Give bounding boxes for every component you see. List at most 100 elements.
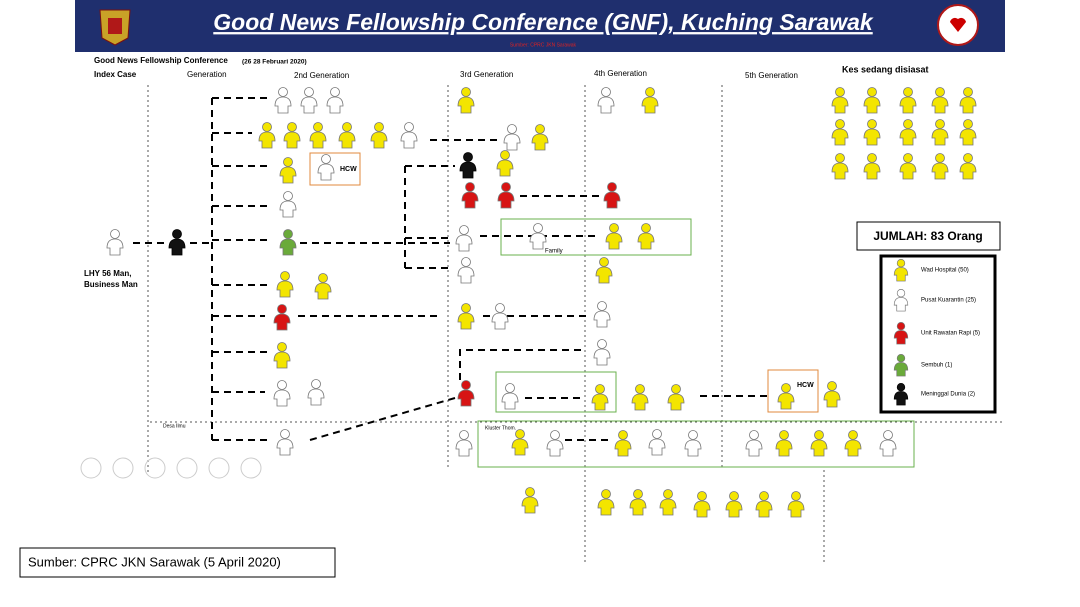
person-icon [529, 223, 547, 250]
hcw-box [309, 152, 361, 186]
person-icon [648, 429, 666, 456]
person-head [601, 489, 611, 499]
person-icon [455, 225, 473, 252]
person-icon [276, 271, 294, 298]
person-icon [893, 289, 909, 312]
person-icon [755, 491, 773, 518]
person-head [641, 223, 651, 233]
person-head [459, 225, 469, 235]
person-head [110, 229, 120, 239]
person-icon [810, 430, 828, 457]
person-body [893, 267, 909, 282]
person-head [277, 304, 287, 314]
person-icon [511, 429, 529, 456]
person-icon [314, 273, 332, 300]
person-body [531, 133, 549, 151]
cluster-box [477, 420, 915, 468]
person-head [461, 257, 471, 267]
person-head [599, 257, 609, 267]
person-icon [106, 229, 124, 256]
person-body [457, 312, 475, 330]
hcw-label: HCW [797, 382, 814, 389]
person-icon [893, 322, 909, 345]
person-head [835, 119, 845, 129]
person-icon [501, 383, 519, 410]
person-head [501, 182, 511, 192]
person-head [883, 430, 893, 440]
person-head [597, 301, 607, 311]
person-icon [503, 124, 521, 151]
person-body [959, 128, 977, 146]
person-head [935, 87, 945, 97]
person-head [835, 153, 845, 163]
person-body [745, 439, 763, 457]
person-icon [283, 122, 301, 149]
person-head [515, 429, 525, 439]
header-band [75, 0, 1005, 52]
person-head [671, 384, 681, 394]
person-icon [629, 489, 647, 516]
person-head [463, 152, 473, 162]
person-head [595, 384, 605, 394]
person-body [591, 393, 609, 411]
person-head [896, 383, 906, 392]
person-icon [893, 354, 909, 377]
person-head [963, 153, 973, 163]
column-label: Index Case [94, 70, 137, 79]
legend-label: Wad Hospital (50) [921, 268, 969, 274]
person-icon [931, 153, 949, 180]
person-icon [457, 380, 475, 407]
legend-label: Pusat Kuarantin (25) [921, 298, 976, 304]
person-body [314, 282, 332, 300]
person-icon [641, 87, 659, 114]
person-body [893, 391, 909, 406]
person-icon [693, 491, 711, 518]
person-icon [338, 122, 356, 149]
person-body [641, 96, 659, 114]
person-head [597, 339, 607, 349]
person-body [300, 96, 318, 114]
person-icon [603, 182, 621, 209]
person-head [749, 430, 759, 440]
person-head [867, 153, 877, 163]
person-head [963, 119, 973, 129]
person-body [605, 232, 623, 250]
column-label: Generation [187, 70, 227, 79]
person-head [896, 354, 906, 363]
person-icon [899, 87, 917, 114]
person-body [496, 159, 514, 177]
person-body [457, 266, 475, 284]
person-body [893, 362, 909, 377]
person-head [283, 157, 293, 167]
person-head [459, 430, 469, 440]
dotted-dividers [147, 85, 1005, 565]
person-head [500, 150, 510, 160]
person-body [823, 390, 841, 408]
person-icon [273, 342, 291, 369]
person-head [172, 229, 182, 239]
person-body [693, 500, 711, 518]
person-icon [274, 87, 292, 114]
person-body [899, 128, 917, 146]
person-body [274, 96, 292, 114]
person-head [903, 153, 913, 163]
person-head [342, 122, 352, 132]
person-body [283, 131, 301, 149]
person-body [521, 496, 539, 514]
person-body [455, 439, 473, 457]
person-icon [307, 379, 325, 406]
person-icon [455, 430, 473, 457]
person-icon [496, 150, 514, 177]
person-icon [276, 429, 294, 456]
person-icon [597, 87, 615, 114]
person-head [461, 87, 471, 97]
person-icon [279, 157, 297, 184]
person-body [168, 238, 186, 256]
person-icon [725, 491, 743, 518]
person-head [935, 119, 945, 129]
person-body [461, 191, 479, 209]
person-body [597, 498, 615, 516]
hcw-label: HCW [340, 166, 357, 173]
person-body [629, 498, 647, 516]
person-head [461, 303, 471, 313]
